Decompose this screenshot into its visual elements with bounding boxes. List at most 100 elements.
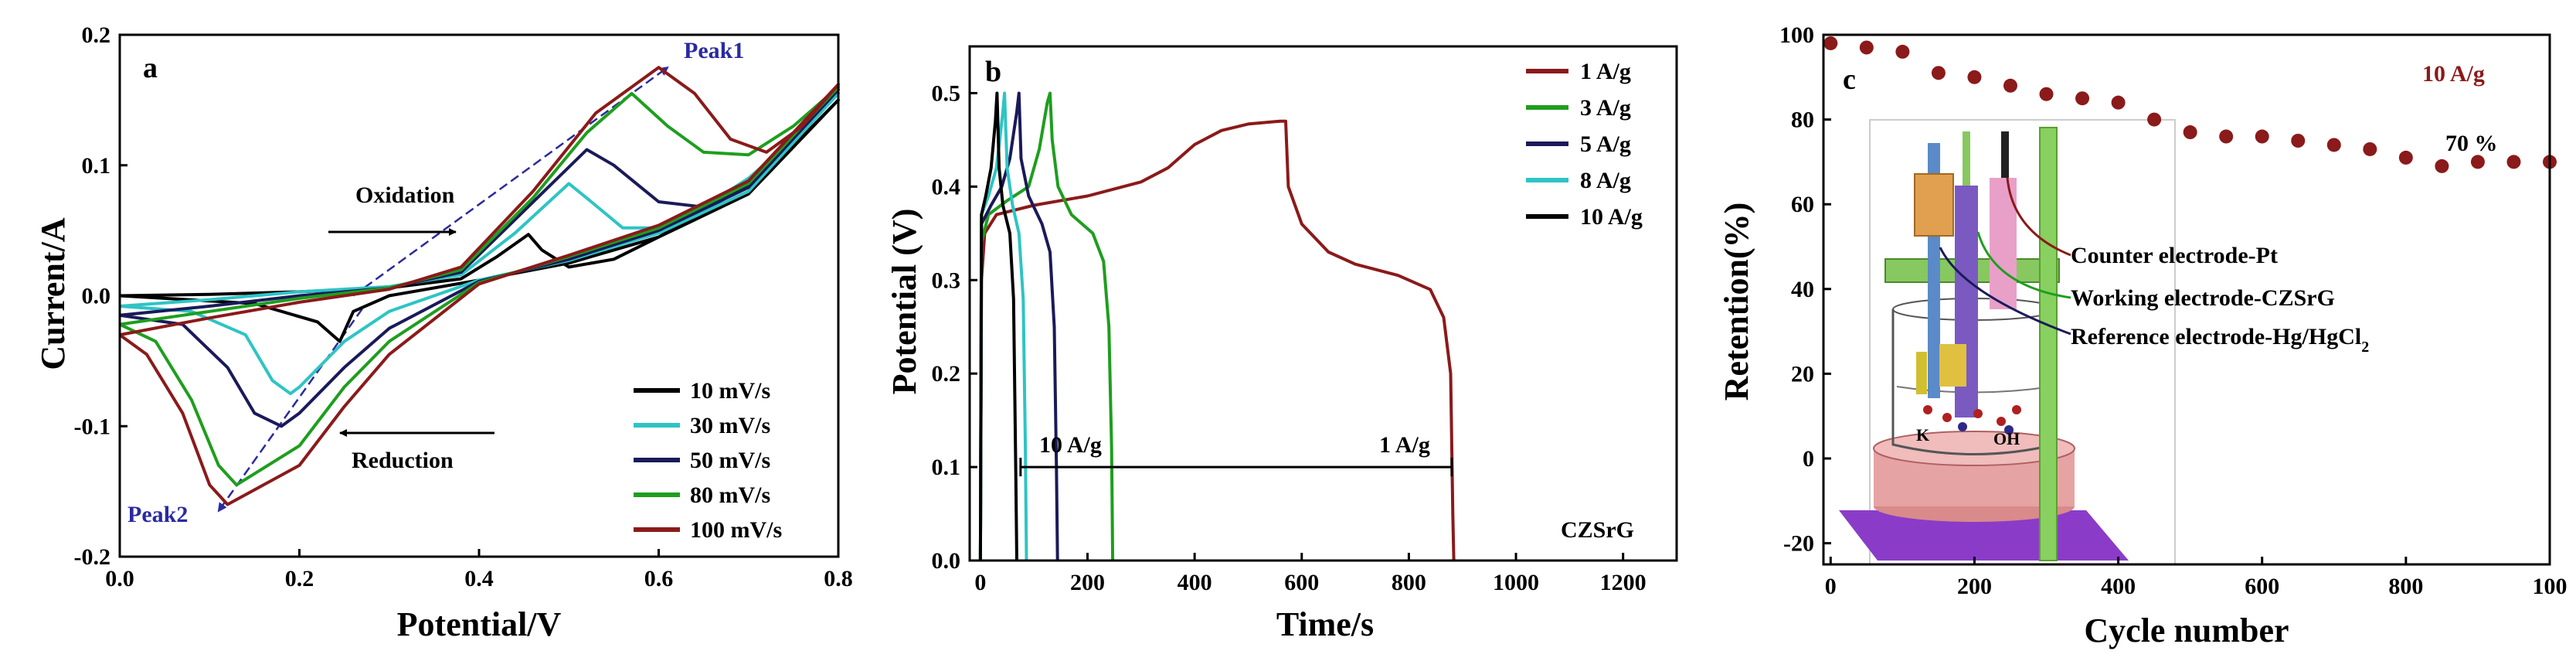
bracket-right-label: 1 A/g [1379,432,1430,458]
counter-electrode-leader [2006,177,2071,257]
c-y-tick-label: -20 [1783,531,1814,557]
retention-points [1823,36,2557,173]
b-x-tick-label: 1000 [1493,570,1539,595]
retention-point-18 [2470,155,2485,169]
bracket-left-label: 10 A/g [1039,432,1102,458]
c-x-tick-label: 200 [1957,574,1992,599]
potassium-ion-label: K [1916,425,1929,445]
c-y-tick-label: 60 [1791,192,1814,217]
plot-frame-b [968,45,1678,562]
reference-electrode-leader [1939,247,2071,336]
peak2-label: Peak2 [127,502,188,527]
b-x-tick-label: 800 [1392,570,1426,595]
legend-label-b-1: 3 A/g [1580,95,1631,121]
a-x-tick-label: 0.0 [105,566,134,591]
x-axis-title-c: Cycle number [2084,612,2289,649]
current-density-label: 10 A/g [2422,61,2485,87]
b-x-tick-label: 400 [1178,570,1212,595]
c-y-tick-label: 20 [1791,361,1814,387]
reference-electrode-cap [1914,173,1954,237]
retention-point-4 [1967,70,1982,84]
legend-label-a-4: 100 mV/s [690,517,782,543]
c-y-tick-label: 100 [1779,22,1814,48]
legend-a: 10 mV/s 30 mV/s 50 mV/s 80 mV/s 100 mV/s [634,378,782,543]
a-y-tick-label: -0.2 [74,544,111,570]
reference-electrode-label: Reference electrode-Hg/HgCl2 [2071,324,2369,356]
peak1-guide-line [352,66,669,297]
legend-label-b-3: 8 A/g [1580,168,1631,193]
reference-electrode-tip [1916,352,1927,394]
panel-label-a: a [143,52,158,84]
retention-point-0 [1823,36,1838,50]
retention-point-6 [2039,87,2054,101]
legend-label-a-0: 10 mV/s [690,378,770,404]
c-x-tick-label: 600 [2245,574,2279,599]
b-y-tick-label: 0.3 [932,268,961,293]
panel-label-b: b [985,56,1001,88]
retention-point-1 [1859,40,1874,55]
peak-guide-lines [217,66,669,513]
gcd-curve-0 [978,119,1456,561]
c-y-tick-label: 0 [1803,446,1814,472]
retention-point-17 [2435,158,2449,173]
b-x-tick-label: 200 [1070,570,1105,595]
y-axis-title-b: Potential (V) [885,209,923,395]
retention-point-10 [2183,125,2197,140]
y-axis-title-a: Current/A [34,217,72,370]
gcd-curve-1 [978,91,1115,561]
retention-point-16 [2398,150,2413,165]
panel-a-cyclic-voltammetry: 0.0 0.2 0.4 0.6 0.8 -0.2 -0.1 0.0 0.1 0.2 a Peak1… [34,22,853,643]
legend-label-b-4: 10 A/g [1580,204,1643,230]
cv-curves [118,66,840,506]
counter-electrode-label: Counter electrode-Pt [2071,243,2278,268]
plot-frame-a [118,33,840,558]
a-x-tick-label: 0.6 [644,566,674,591]
legend-label-b-2: 5 A/g [1580,131,1631,157]
ticks-b: 0 200 400 600 800 1000 1200 0.0 0.1 0.2 0.3 0.4 0.5 [932,80,1647,595]
three-electrode-cell-inset: K OH [1839,119,2176,565]
c-x-tick-label: 800 [2388,574,2423,599]
working-electrode-sample [1939,344,1966,387]
a-x-tick-label: 0.4 [464,566,494,591]
retention-point-8 [2111,95,2126,110]
a-y-tick-label: 0.2 [82,22,111,48]
working-electrode-label: Working electrode-CZSrG [2071,285,2335,311]
b-y-tick-label: 0.0 [932,548,961,574]
c-y-tick-label: 80 [1791,107,1814,133]
gcd-curves [978,91,1456,561]
retention-point-5 [2003,78,2017,93]
hydroxide-ion-label: OH [1993,429,2020,448]
c-x-tick-label: 0 [1825,574,1837,599]
legend-label-b-0: 1 A/g [1580,59,1631,84]
b-y-tick-label: 0.2 [932,361,961,387]
c-y-tick-label: 40 [1791,277,1814,302]
retention-point-15 [2363,141,2377,156]
panel-label-c: c [1843,63,1856,96]
ion-dots [1923,405,2021,426]
reduction-label: Reduction [352,448,454,473]
legend-label-a-3: 80 mV/s [690,482,770,508]
b-x-tick-label: 600 [1284,570,1319,595]
b-x-tick-label: 1200 [1600,570,1647,595]
support-rod [2039,127,2058,561]
legend-label-a-2: 50 mV/s [690,448,770,473]
y-axis-title-c: Retention(%) [1718,203,1755,401]
x-axis-title-b: Time/s [1276,605,1374,643]
b-y-tick-label: 0.5 [932,80,961,106]
plot-frame-c [1822,33,2551,566]
a-y-tick-label: 0.1 [82,153,111,179]
legend-label-a-1: 30 mV/s [690,413,770,438]
ion-dots-blue [1958,422,2014,435]
ticks-c: 0 200 400 600 800 100 -20 0 20 40 60 80 100 [1779,22,2568,599]
retention-point-2 [1895,44,1910,59]
retention-point-19 [2506,155,2521,169]
panel-b-galvanostatic-charge-discharge: 0 200 400 600 800 1000 12000.00.10.20.30.40.5 … [885,45,1678,643]
b-y-tick-label: 0.4 [932,174,961,199]
working-electrode-leader [1976,231,2071,299]
retention-point-11 [2219,129,2234,144]
a-x-tick-label: 0.8 [824,566,853,591]
cv-curve-4 [118,66,840,506]
x-axis-title-a: Potential/V [397,605,562,643]
discharge-bracket [1019,458,1453,477]
